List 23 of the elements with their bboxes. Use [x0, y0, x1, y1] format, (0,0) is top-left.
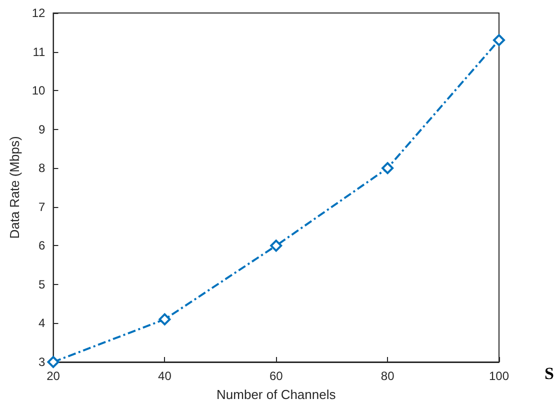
y-tick-label: 11 — [32, 44, 46, 59]
point — [47, 356, 60, 368]
point — [493, 34, 505, 46]
point — [382, 162, 394, 174]
y-tick-label: 10 — [32, 84, 46, 98]
text: S — [544, 364, 554, 383]
x-tick-label: 100 — [488, 369, 510, 383]
point — [158, 313, 171, 326]
x-tick-label: 80 — [380, 369, 395, 383]
y-tick-label: 9 — [38, 122, 46, 136]
y-tick-label: 6 — [38, 238, 46, 253]
y-tick-label: 7 — [38, 200, 46, 214]
point — [270, 240, 282, 252]
y-tick-label: 12 — [32, 6, 46, 20]
x-axis-title: Number of Channels — [216, 387, 336, 402]
y-tick-label: 8 — [38, 161, 46, 176]
y-tick-label: 5 — [38, 277, 46, 292]
y-tick-label: 4 — [38, 316, 46, 330]
x-tick-label: 20 — [46, 369, 60, 383]
x-tick-label: 60 — [269, 369, 284, 383]
y-tick-label: 3 — [38, 355, 46, 369]
y-axis-title: Data Rate (Mbps) — [7, 136, 22, 239]
x-tick-label: 40 — [158, 369, 172, 383]
